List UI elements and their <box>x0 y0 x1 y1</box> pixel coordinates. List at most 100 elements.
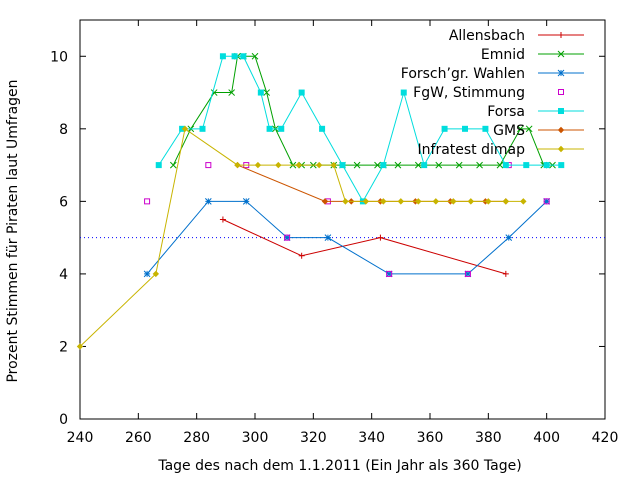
data-point <box>432 198 440 205</box>
x-tick-label: 320 <box>300 430 327 446</box>
y-tick-label: 8 <box>59 122 68 138</box>
data-point <box>520 198 527 205</box>
data-point <box>219 53 226 60</box>
data-point <box>284 234 291 241</box>
x-tick-label: 420 <box>592 430 619 446</box>
data-point <box>234 161 241 169</box>
data-point <box>339 162 346 169</box>
data-point <box>380 198 387 205</box>
data-point <box>558 162 565 169</box>
x-tick-label: 400 <box>533 430 560 446</box>
data-point <box>298 252 305 259</box>
legend-label: Infratest dimap <box>418 142 526 158</box>
data-point <box>517 125 524 133</box>
data-point <box>321 198 329 205</box>
data-point <box>319 125 326 132</box>
data-point <box>557 50 565 58</box>
data-point <box>557 69 565 77</box>
data-point <box>400 89 407 96</box>
data-point <box>242 198 250 205</box>
data-point <box>374 161 381 169</box>
data-point <box>394 161 402 169</box>
data-point <box>204 198 212 205</box>
data-point <box>152 270 160 278</box>
data-point <box>283 234 291 241</box>
x-tick-label: 360 <box>417 430 444 446</box>
data-point <box>295 161 302 169</box>
data-point <box>482 125 489 132</box>
legend: Allensbach Emnid Forsch’gr. Wahlen FgW, Sti… <box>401 28 584 158</box>
data-point <box>263 89 271 96</box>
series-3 <box>144 162 550 277</box>
data-point <box>525 125 533 133</box>
data-point <box>385 270 393 278</box>
data-point <box>278 125 285 132</box>
data-point <box>476 161 483 169</box>
data-point <box>315 161 323 169</box>
y-tick-label: 6 <box>59 194 68 210</box>
data-point <box>464 270 471 277</box>
y-tick-label: 10 <box>50 49 68 65</box>
data-point <box>251 52 259 60</box>
data-point <box>543 162 550 169</box>
data-point <box>502 162 509 169</box>
data-point <box>462 125 468 132</box>
x-tick-label: 300 <box>242 430 269 446</box>
data-point <box>464 270 472 278</box>
data-point <box>205 162 212 169</box>
data-point <box>455 161 463 169</box>
data-point <box>228 89 236 96</box>
legend-label: Allensbach <box>449 28 525 44</box>
data-point <box>143 270 151 278</box>
data-point <box>324 234 332 241</box>
data-point <box>386 270 393 277</box>
plot-frame <box>79 19 606 420</box>
series-0 <box>219 216 509 277</box>
data-point <box>257 89 264 96</box>
x-tick-label: 340 <box>358 430 385 446</box>
data-point <box>543 198 551 205</box>
series-line <box>222 219 506 275</box>
data-point <box>169 161 177 169</box>
data-point <box>505 234 513 241</box>
series-2 <box>143 198 551 278</box>
data-point <box>558 108 564 114</box>
legend-label: Emnid <box>481 47 525 63</box>
data-point <box>231 53 238 60</box>
data-point <box>219 216 226 223</box>
data-point <box>414 161 422 169</box>
legend-label: FgW, Stimmung <box>413 85 525 101</box>
data-point <box>441 125 448 132</box>
axes: 240 260 280 300 320 340 360 380 400 420 0 2 4 6 8 10 <box>50 19 619 446</box>
series-6 <box>76 125 527 350</box>
data-point <box>558 32 564 38</box>
data-point <box>558 89 564 95</box>
data-point <box>543 198 550 205</box>
data-point <box>502 198 510 205</box>
y-axis-label: Prozent Stimmen für Piraten laut Umfrage… <box>5 79 21 382</box>
data-point <box>181 125 189 133</box>
x-tick-label: 260 <box>125 430 152 446</box>
data-point <box>266 125 273 132</box>
y-tick-label: 2 <box>59 339 68 355</box>
data-point <box>485 198 492 205</box>
series-line <box>237 164 506 202</box>
data-point <box>380 162 387 169</box>
x-tick-label: 240 <box>67 430 94 446</box>
data-point <box>330 161 337 169</box>
data-point <box>362 198 370 205</box>
data-point <box>557 126 565 134</box>
data-point <box>155 162 162 169</box>
data-point <box>240 53 247 60</box>
data-point <box>450 198 457 205</box>
data-point <box>467 198 475 205</box>
data-point <box>342 198 349 205</box>
data-point <box>397 198 405 205</box>
series-layer <box>76 52 565 350</box>
x-axis-label: Tage des nach dem 1.1.2011 (Ein Jahr als… <box>157 458 521 474</box>
data-point <box>557 145 565 153</box>
legend-label: Forsa <box>487 104 525 120</box>
data-point <box>523 162 530 169</box>
legend-label: GMS <box>493 123 525 139</box>
